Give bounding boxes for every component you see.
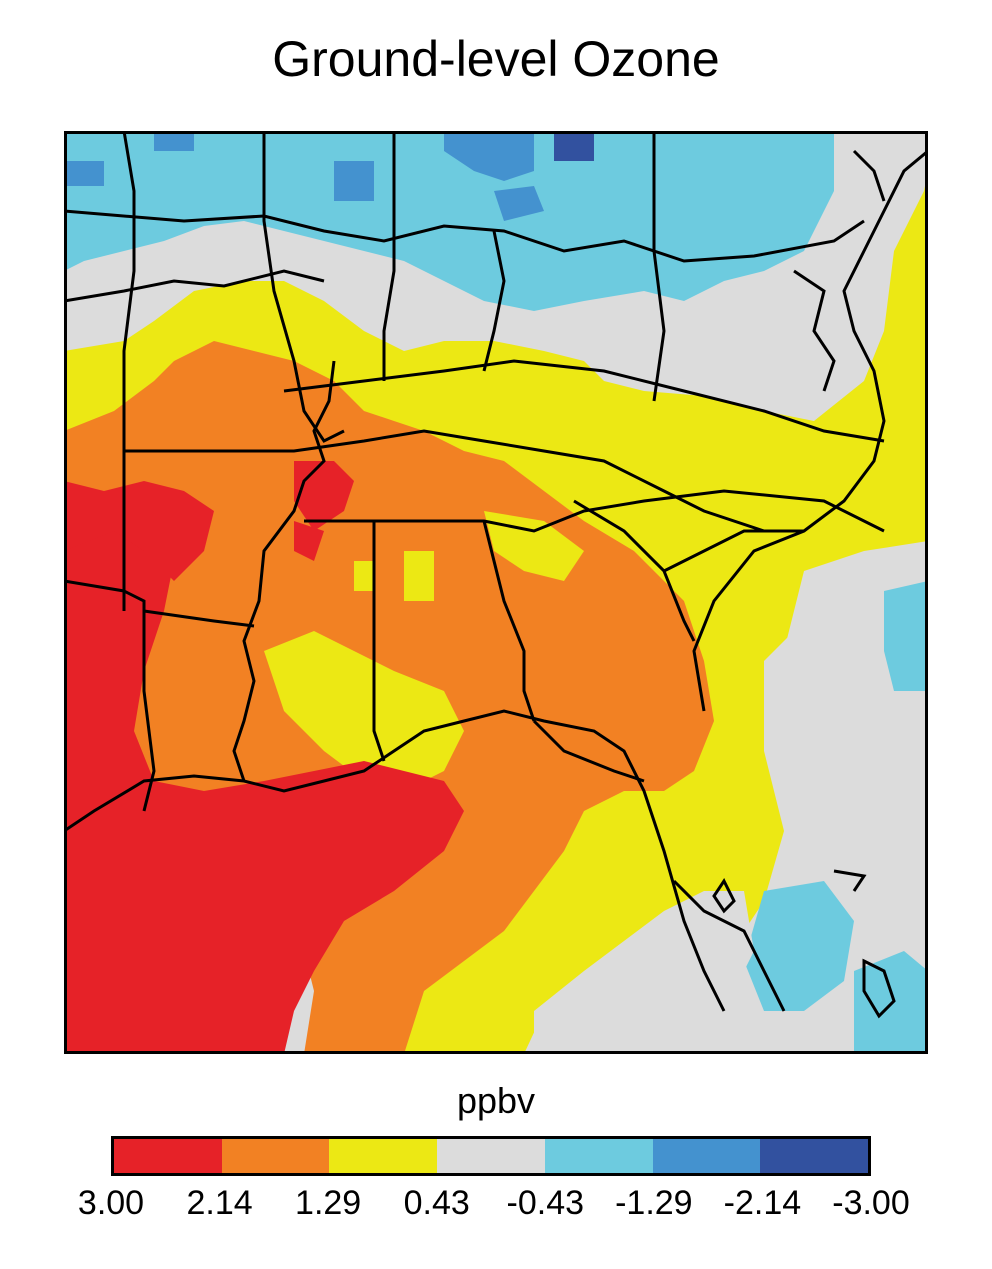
region-light-blue-fl xyxy=(744,881,854,1011)
ozone-map xyxy=(64,131,928,1054)
region-blue-w1 xyxy=(154,131,194,151)
legend-tick-label: 1.29 xyxy=(295,1184,362,1222)
region-red-north xyxy=(64,481,214,581)
legend-tick-label: -3.00 xyxy=(832,1184,910,1222)
legend-swatch-6 xyxy=(652,1139,761,1173)
region-light-blue-east xyxy=(884,581,928,691)
map-title: Ground-level Ozone xyxy=(272,31,720,87)
map-canvas xyxy=(64,131,928,1054)
legend-swatch-4 xyxy=(437,1139,545,1173)
legend-tick-label: -0.43 xyxy=(506,1184,585,1222)
legend-tick-label: 2.14 xyxy=(186,1184,253,1222)
state-boundaries xyxy=(64,131,928,1019)
region-yellow-spot2 xyxy=(354,561,374,591)
region-blue-ne1 xyxy=(444,131,534,181)
region-light-blue-north xyxy=(64,131,834,311)
region-yellow-spot1 xyxy=(404,551,434,601)
region-red-mid xyxy=(294,461,354,531)
region-gray-mid xyxy=(64,231,874,391)
legend-tick-label: 0.43 xyxy=(403,1184,470,1222)
legend-swatch-7 xyxy=(760,1139,869,1173)
region-blue-c1 xyxy=(334,161,374,201)
legend-tick-label: -2.14 xyxy=(723,1184,802,1222)
region-gray-fl-south xyxy=(534,891,754,1054)
region-gray-se xyxy=(724,541,928,1054)
legend-swatch-3 xyxy=(329,1139,438,1173)
color-legend-bar xyxy=(111,1136,871,1176)
region-red-mid2 xyxy=(294,521,324,561)
region-dark-blue xyxy=(554,131,594,161)
legend-tick-label: 3.00 xyxy=(77,1184,145,1222)
map-border xyxy=(64,131,928,1054)
unit-label: ppbv xyxy=(456,1080,536,1121)
region-blue-ne2 xyxy=(494,186,544,221)
legend-tick-label: -1.29 xyxy=(615,1184,693,1222)
region-yellow-pocket xyxy=(264,631,464,791)
legend-swatch-5 xyxy=(544,1139,653,1173)
region-yellow-ga xyxy=(484,511,584,581)
legend-tick-labels: 3.00 2.14 1.29 0.43 -0.43 -1.29 -2.14 -3… xyxy=(0,1184,992,1228)
region-red xyxy=(64,481,464,1054)
legend-swatch-1 xyxy=(114,1139,222,1173)
region-blue-w2 xyxy=(64,161,104,186)
legend-swatch-2 xyxy=(221,1139,330,1173)
